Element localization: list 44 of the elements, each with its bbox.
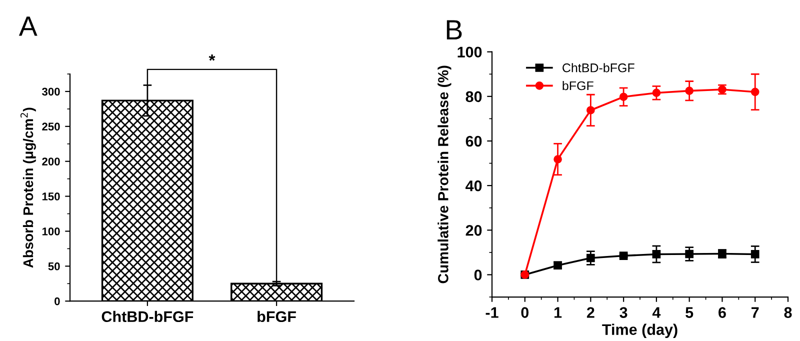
y-tick-label: 150 bbox=[42, 192, 60, 200]
chart-title: B bbox=[446, 20, 462, 40]
y-tick-label: 100 bbox=[458, 46, 482, 58]
point bbox=[652, 250, 661, 258]
y-tick-label: 50 bbox=[48, 262, 60, 270]
y-tick-label: 200 bbox=[42, 158, 60, 166]
y-tick-label: 20 bbox=[466, 225, 482, 236]
x-tick-label: bFGF bbox=[258, 310, 296, 322]
x-tick-label: 7 bbox=[752, 307, 759, 318]
point bbox=[750, 88, 760, 96]
y-tick-label: 100 bbox=[42, 227, 60, 236]
x-axis-title: Time (day) bbox=[602, 324, 678, 338]
x-tick-label: 5 bbox=[686, 307, 694, 318]
y-tick-label: 300 bbox=[42, 88, 60, 96]
chart-title: A bbox=[18, 16, 38, 36]
x-tick-label: 2 bbox=[586, 307, 594, 318]
point bbox=[685, 86, 694, 96]
x-tick-label: 1 bbox=[554, 307, 562, 318]
point bbox=[619, 252, 628, 260]
x-tick-label: 3 bbox=[620, 307, 628, 318]
x-tick-label: 8 bbox=[784, 307, 792, 318]
x-tick-label: 4 bbox=[652, 307, 661, 318]
x-tick-label: -1 bbox=[486, 307, 498, 318]
y-tick-label: 0 bbox=[54, 297, 60, 306]
text: * bbox=[208, 54, 216, 61]
y-tick-label: 0 bbox=[474, 270, 482, 280]
legend-label: ChtBD-bFGF bbox=[562, 63, 634, 72]
point bbox=[652, 88, 661, 98]
point bbox=[586, 106, 595, 114]
point bbox=[619, 92, 628, 102]
point bbox=[586, 254, 595, 262]
y-axis-title: Cumulative Protein Release (%) bbox=[438, 66, 452, 284]
legend-label: bFGF bbox=[562, 80, 594, 90]
x-tick-label: 6 bbox=[718, 307, 726, 318]
y-tick-label: 250 bbox=[42, 122, 60, 131]
x-tick-label: ChtBD-bFGF bbox=[102, 310, 194, 322]
point bbox=[750, 250, 760, 258]
x-tick-label: 0 bbox=[521, 307, 529, 318]
y-tick-label: 40 bbox=[466, 180, 482, 192]
y-axis-title: Absorb Protein (μg/cm$^{2}$) bbox=[20, 108, 36, 268]
point bbox=[554, 155, 562, 164]
y-tick-label: 60 bbox=[466, 136, 482, 147]
point bbox=[685, 250, 694, 258]
y-tick-label: 80 bbox=[466, 91, 482, 102]
